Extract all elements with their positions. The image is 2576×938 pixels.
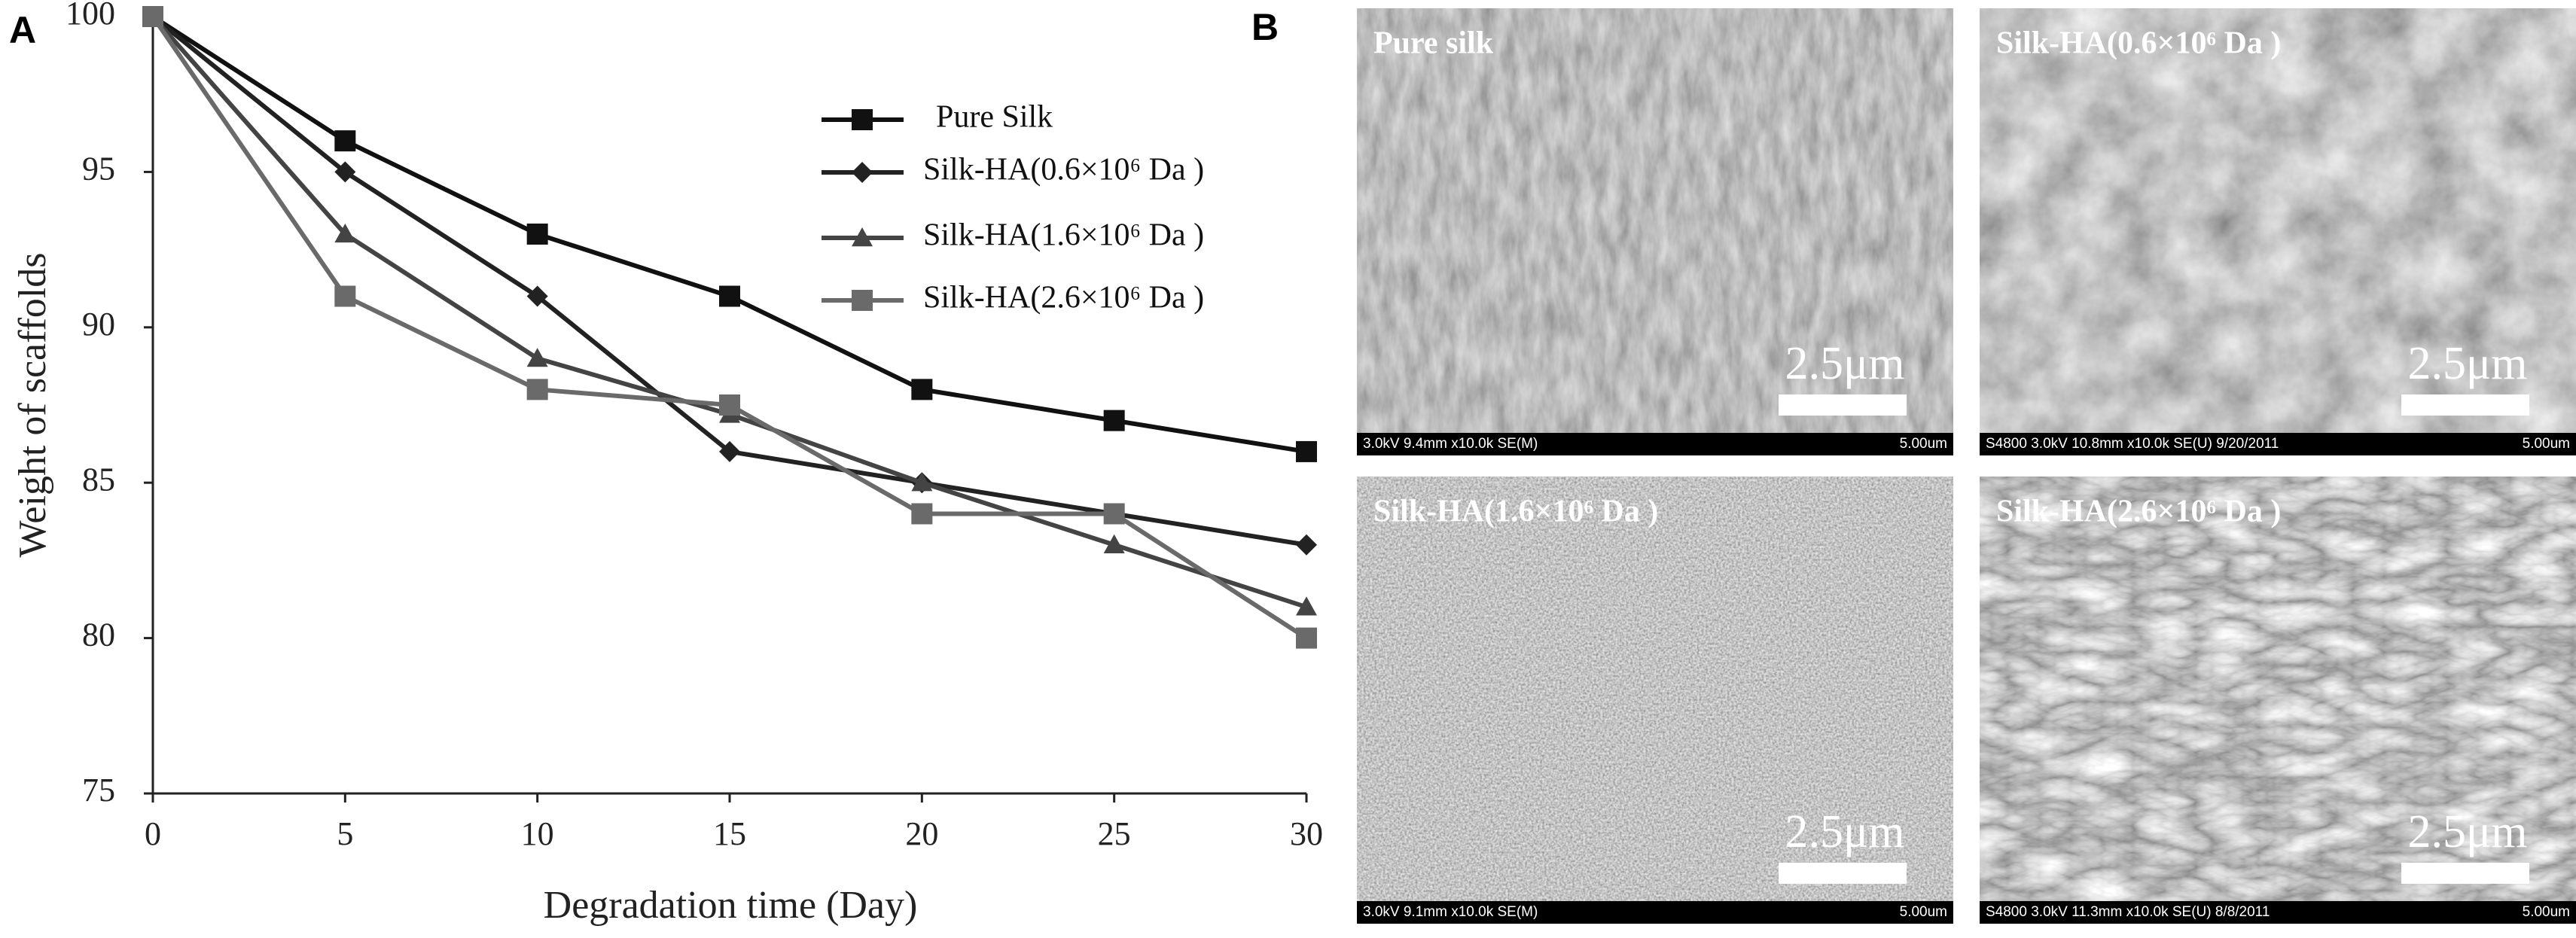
marker bbox=[1296, 440, 1317, 462]
legend-item: Silk-HA(2.6×10⁶ Da ) bbox=[822, 281, 1204, 315]
marker bbox=[911, 472, 933, 492]
sem-image: Pure silk 2.5μm 3.0kV 9.4mm x10.0k SE(M) 5.… bbox=[1357, 8, 1953, 455]
series-line bbox=[151, 15, 1308, 641]
marker bbox=[1103, 503, 1125, 525]
info-bar bbox=[1980, 901, 2576, 924]
sem-texture bbox=[1357, 477, 1953, 924]
scale-bar-label: 2.5μm bbox=[2408, 338, 2528, 389]
info-left: S4800 3.0kV 11.3mm x10.0k SE(U) 8/8/2011 bbox=[1986, 904, 2270, 920]
marker bbox=[911, 379, 933, 400]
marker bbox=[334, 223, 356, 243]
marker bbox=[1296, 627, 1317, 649]
legend-label: Silk-HA(2.6×10⁶ Da ) bbox=[923, 281, 1204, 315]
marker bbox=[1103, 534, 1125, 553]
x-tick-label: 30 bbox=[1290, 815, 1323, 852]
y-tick-label: 85 bbox=[82, 461, 115, 498]
info-right: 5.00um bbox=[2523, 904, 2570, 920]
info-left: S4800 3.0kV 10.8mm x10.0k SE(U) 9/20/201… bbox=[1986, 436, 2279, 452]
marker bbox=[334, 285, 356, 307]
y-tick-label: 100 bbox=[66, 0, 115, 32]
info-left: 3.0kV 9.4mm x10.0k SE(M) bbox=[1363, 436, 1538, 452]
sem-image: Silk-HA(1.6×10⁶ Da ) 2.5μm 3.0kV 9.1mm x10… bbox=[1357, 477, 1953, 924]
scale-bar bbox=[2401, 863, 2529, 884]
marker bbox=[526, 285, 548, 307]
y-axis-title: Weight of scaffolds bbox=[11, 253, 54, 558]
marker bbox=[334, 130, 356, 152]
x-tick-label: 10 bbox=[521, 815, 554, 852]
legend-label: Silk-HA(1.6×10⁶ Da ) bbox=[923, 218, 1204, 253]
y-tick-label: 95 bbox=[82, 150, 115, 187]
info-bar bbox=[1980, 433, 2576, 455]
info-right: 5.00um bbox=[2523, 436, 2570, 452]
series bbox=[142, 6, 1317, 649]
legend-item: Silk-HA(0.6×10⁶ Da ) bbox=[822, 153, 1204, 187]
y-tick-label: 80 bbox=[82, 617, 115, 653]
marker bbox=[719, 285, 740, 307]
scale-bar bbox=[2401, 394, 2529, 416]
marker bbox=[526, 379, 548, 400]
x-tick-label: 20 bbox=[905, 815, 938, 852]
sem-texture bbox=[1980, 477, 2576, 924]
x-tick-label: 15 bbox=[713, 815, 746, 852]
x-axis-title: Degradation time (Day) bbox=[544, 884, 918, 927]
scale-bar bbox=[1779, 394, 1907, 416]
legend-label: Pure Silk bbox=[936, 100, 1053, 135]
info-right: 5.00um bbox=[1900, 436, 1947, 452]
x-tick-label: 5 bbox=[337, 815, 353, 852]
legend-label: Silk-HA(0.6×10⁶ Da ) bbox=[923, 153, 1204, 187]
sem-label: Silk-HA(1.6×10⁶ Da ) bbox=[1373, 495, 1658, 529]
panel-label: A bbox=[9, 9, 36, 51]
info-bar bbox=[1357, 433, 1953, 455]
panel-label: B bbox=[1251, 6, 1279, 48]
marker bbox=[719, 440, 740, 462]
y-tick-label: 75 bbox=[82, 772, 115, 809]
sem-texture bbox=[1357, 8, 1953, 455]
info-bar bbox=[1357, 901, 1953, 924]
scale-bar-label: 2.5μm bbox=[2408, 806, 2528, 857]
legend-item: Silk-HA(1.6×10⁶ Da ) bbox=[822, 218, 1204, 253]
sem-panels: Pure silk 2.5μm 3.0kV 9.4mm x10.0k SE(M) 5.… bbox=[1357, 8, 2576, 924]
marker bbox=[526, 223, 548, 245]
x-tick-label: 25 bbox=[1098, 815, 1131, 852]
sem-label: Silk-HA(0.6×10⁶ Da ) bbox=[1996, 26, 2281, 61]
info-right: 5.00um bbox=[1900, 904, 1947, 920]
sem-image: Silk-HA(2.6×10⁶ Da ) 2.5μm S4800 3.0kV 11.… bbox=[1980, 477, 2576, 924]
marker bbox=[1296, 534, 1317, 556]
scale-bar-label: 2.5μm bbox=[1785, 806, 1905, 857]
scale-bar bbox=[1779, 863, 1907, 884]
marker bbox=[142, 6, 163, 27]
sem-texture bbox=[1980, 8, 2576, 455]
y-tick-label: 90 bbox=[82, 306, 115, 343]
info-left: 3.0kV 9.1mm x10.0k SE(M) bbox=[1363, 904, 1538, 920]
scale-bar-label: 2.5μm bbox=[1785, 338, 1905, 389]
marker bbox=[1296, 596, 1317, 616]
sem-label: Pure silk bbox=[1373, 26, 1494, 61]
marker bbox=[852, 109, 873, 130]
legend-item: Pure Silk bbox=[822, 100, 1053, 135]
marker bbox=[911, 503, 933, 525]
marker bbox=[334, 161, 356, 183]
sem-label: Silk-HA(2.6×10⁶ Da ) bbox=[1996, 495, 2281, 529]
marker bbox=[852, 162, 873, 183]
marker bbox=[526, 348, 548, 367]
marker bbox=[1103, 410, 1125, 431]
plot: 75 80 85 90 95 100 0 5 10 15 20 25 30 Pure Silk Silk-H… bbox=[66, 0, 1323, 852]
sem-image: Silk-HA(0.6×10⁶ Da ) 2.5μm S4800 3.0kV 10.… bbox=[1980, 8, 2576, 455]
marker bbox=[719, 394, 740, 416]
x-tick-label: 0 bbox=[145, 815, 161, 852]
marker bbox=[852, 227, 873, 247]
marker bbox=[852, 290, 873, 311]
